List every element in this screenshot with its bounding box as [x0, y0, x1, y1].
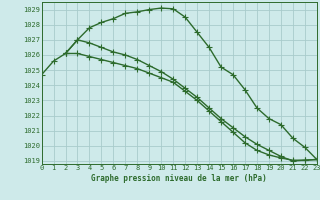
X-axis label: Graphe pression niveau de la mer (hPa): Graphe pression niveau de la mer (hPa): [91, 174, 267, 183]
